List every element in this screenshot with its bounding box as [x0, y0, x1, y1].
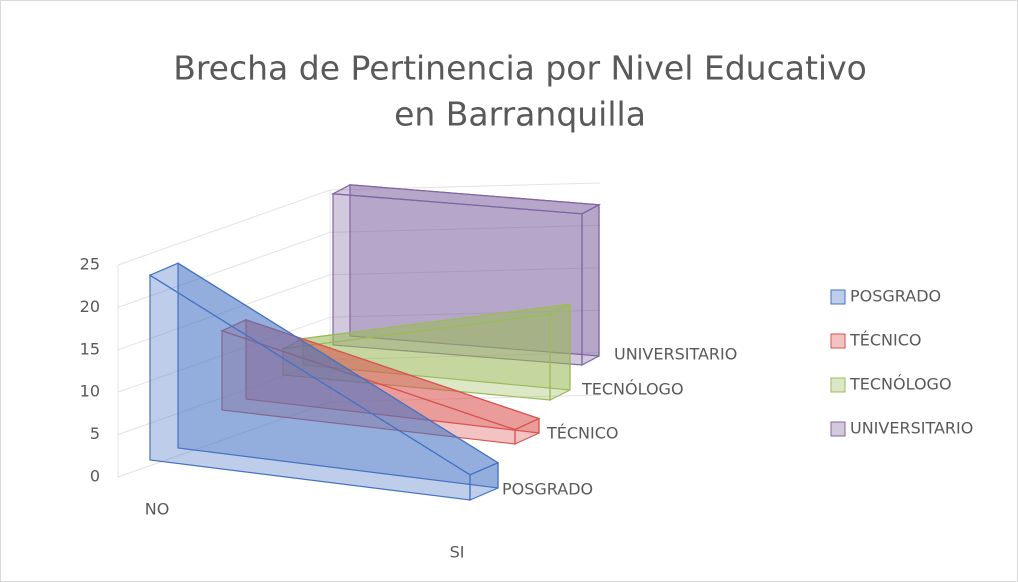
legend-label: UNIVERSITARIO: [850, 419, 973, 438]
legend-label: TECNÓLOGO: [849, 375, 952, 394]
y-tick-label: 15: [80, 339, 100, 358]
area-end: [581, 203, 600, 366]
y-tick-label: 10: [80, 382, 100, 401]
y-tick-label: 25: [80, 255, 100, 274]
depth-label: POSGRADO: [502, 480, 593, 499]
area-front: [149, 274, 471, 501]
area-end: [549, 303, 571, 401]
legend-label: TÉCNICO: [849, 331, 922, 350]
legend-swatch: [830, 333, 846, 349]
legend-label: POSGRADO: [850, 287, 941, 306]
legend-swatch: [830, 289, 846, 305]
legend-swatch: [830, 377, 846, 393]
chart-title: en Barranquilla: [394, 95, 646, 134]
x-tick-label: SI: [450, 543, 465, 562]
legend-swatch: [830, 421, 846, 437]
depth-label: TECNÓLOGO: [581, 380, 684, 399]
chart-title: Brecha de Pertinencia por Nivel Educativ…: [173, 49, 867, 88]
y-tick-label: 20: [80, 297, 100, 316]
area-front: [332, 193, 583, 366]
area-front: [221, 329, 516, 445]
depth-label: UNIVERSITARIO: [614, 345, 737, 364]
x-tick-label: NO: [145, 500, 170, 519]
depth-label: TÉCNICO: [546, 424, 619, 443]
y-tick-label: 0: [90, 467, 100, 486]
y-tick-label: 5: [90, 424, 100, 443]
